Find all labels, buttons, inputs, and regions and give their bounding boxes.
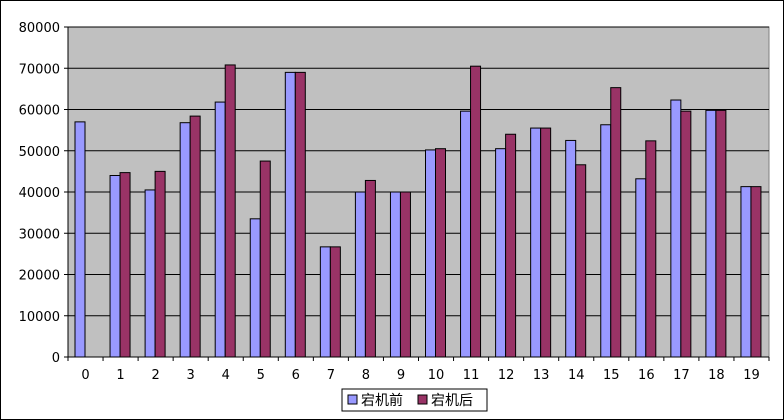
x-tick-label: 17 — [673, 368, 690, 383]
bar — [495, 148, 507, 358]
y-tick-label: 40000 — [19, 186, 60, 201]
legend-box — [341, 388, 488, 412]
bar — [284, 71, 296, 358]
x-tick-label: 0 — [81, 368, 89, 383]
x-tick-label: 16 — [638, 368, 655, 383]
bar — [259, 160, 271, 358]
bar — [144, 189, 156, 358]
bar — [715, 109, 727, 358]
y-tick-label: 60000 — [19, 104, 60, 119]
x-tick-label: 19 — [743, 368, 760, 383]
bar — [224, 64, 236, 358]
bar — [575, 164, 587, 358]
bar — [425, 149, 436, 358]
bar — [74, 121, 86, 358]
bar — [565, 139, 577, 358]
bar — [645, 140, 657, 358]
bar — [214, 101, 226, 358]
bar — [540, 127, 552, 358]
bar — [154, 170, 166, 358]
bar — [750, 186, 762, 358]
x-tick-label: 8 — [362, 368, 370, 383]
bar — [249, 218, 261, 358]
x-tick-label: 12 — [498, 368, 515, 383]
y-tick-label: 10000 — [19, 310, 60, 325]
bar — [119, 172, 131, 358]
bar — [319, 246, 331, 358]
legend-swatch — [417, 394, 428, 405]
x-tick-label: 13 — [533, 368, 550, 383]
bar — [505, 133, 517, 358]
x-tick-label: 14 — [568, 368, 585, 383]
bar — [189, 115, 201, 358]
bar — [740, 186, 752, 358]
y-tick-label: 70000 — [19, 62, 60, 77]
y-tick-label: 0 — [52, 351, 60, 366]
bar — [610, 87, 622, 358]
bar — [460, 110, 472, 358]
bar — [354, 191, 366, 358]
bar — [705, 109, 717, 358]
bar — [635, 178, 647, 358]
bar — [329, 246, 341, 358]
x-tick-label: 3 — [187, 368, 195, 383]
bar — [530, 127, 542, 358]
x-tick-label: 6 — [292, 368, 300, 383]
bar — [294, 71, 306, 358]
legend-swatch — [347, 394, 358, 405]
x-tick-label: 7 — [327, 368, 335, 383]
y-tick-label: 20000 — [19, 269, 60, 284]
legend-label: 宕机前 — [361, 392, 403, 409]
bar — [600, 124, 612, 358]
bar — [470, 65, 482, 358]
x-tick-label: 10 — [428, 368, 445, 383]
y-tick-label: 80000 — [19, 21, 60, 36]
y-tick-label: 50000 — [19, 145, 60, 160]
legend-label: 宕机后 — [431, 393, 473, 409]
y-tick-label: 30000 — [19, 227, 60, 242]
bar — [399, 191, 411, 358]
x-tick-label: 4 — [222, 368, 230, 383]
bar — [670, 99, 682, 358]
bar — [389, 191, 401, 358]
x-tick-label: 15 — [603, 368, 620, 383]
x-tick-label: 5 — [257, 368, 265, 383]
x-tick-label: 11 — [463, 368, 480, 383]
bar — [680, 110, 692, 358]
bar — [179, 122, 191, 358]
bar — [109, 175, 121, 358]
x-tick-label: 18 — [708, 368, 725, 383]
x-tick-label: 2 — [151, 368, 159, 383]
x-tick-label: 1 — [116, 368, 124, 383]
bar — [364, 179, 376, 358]
bar — [435, 148, 446, 358]
x-tick-label: 9 — [397, 368, 405, 383]
